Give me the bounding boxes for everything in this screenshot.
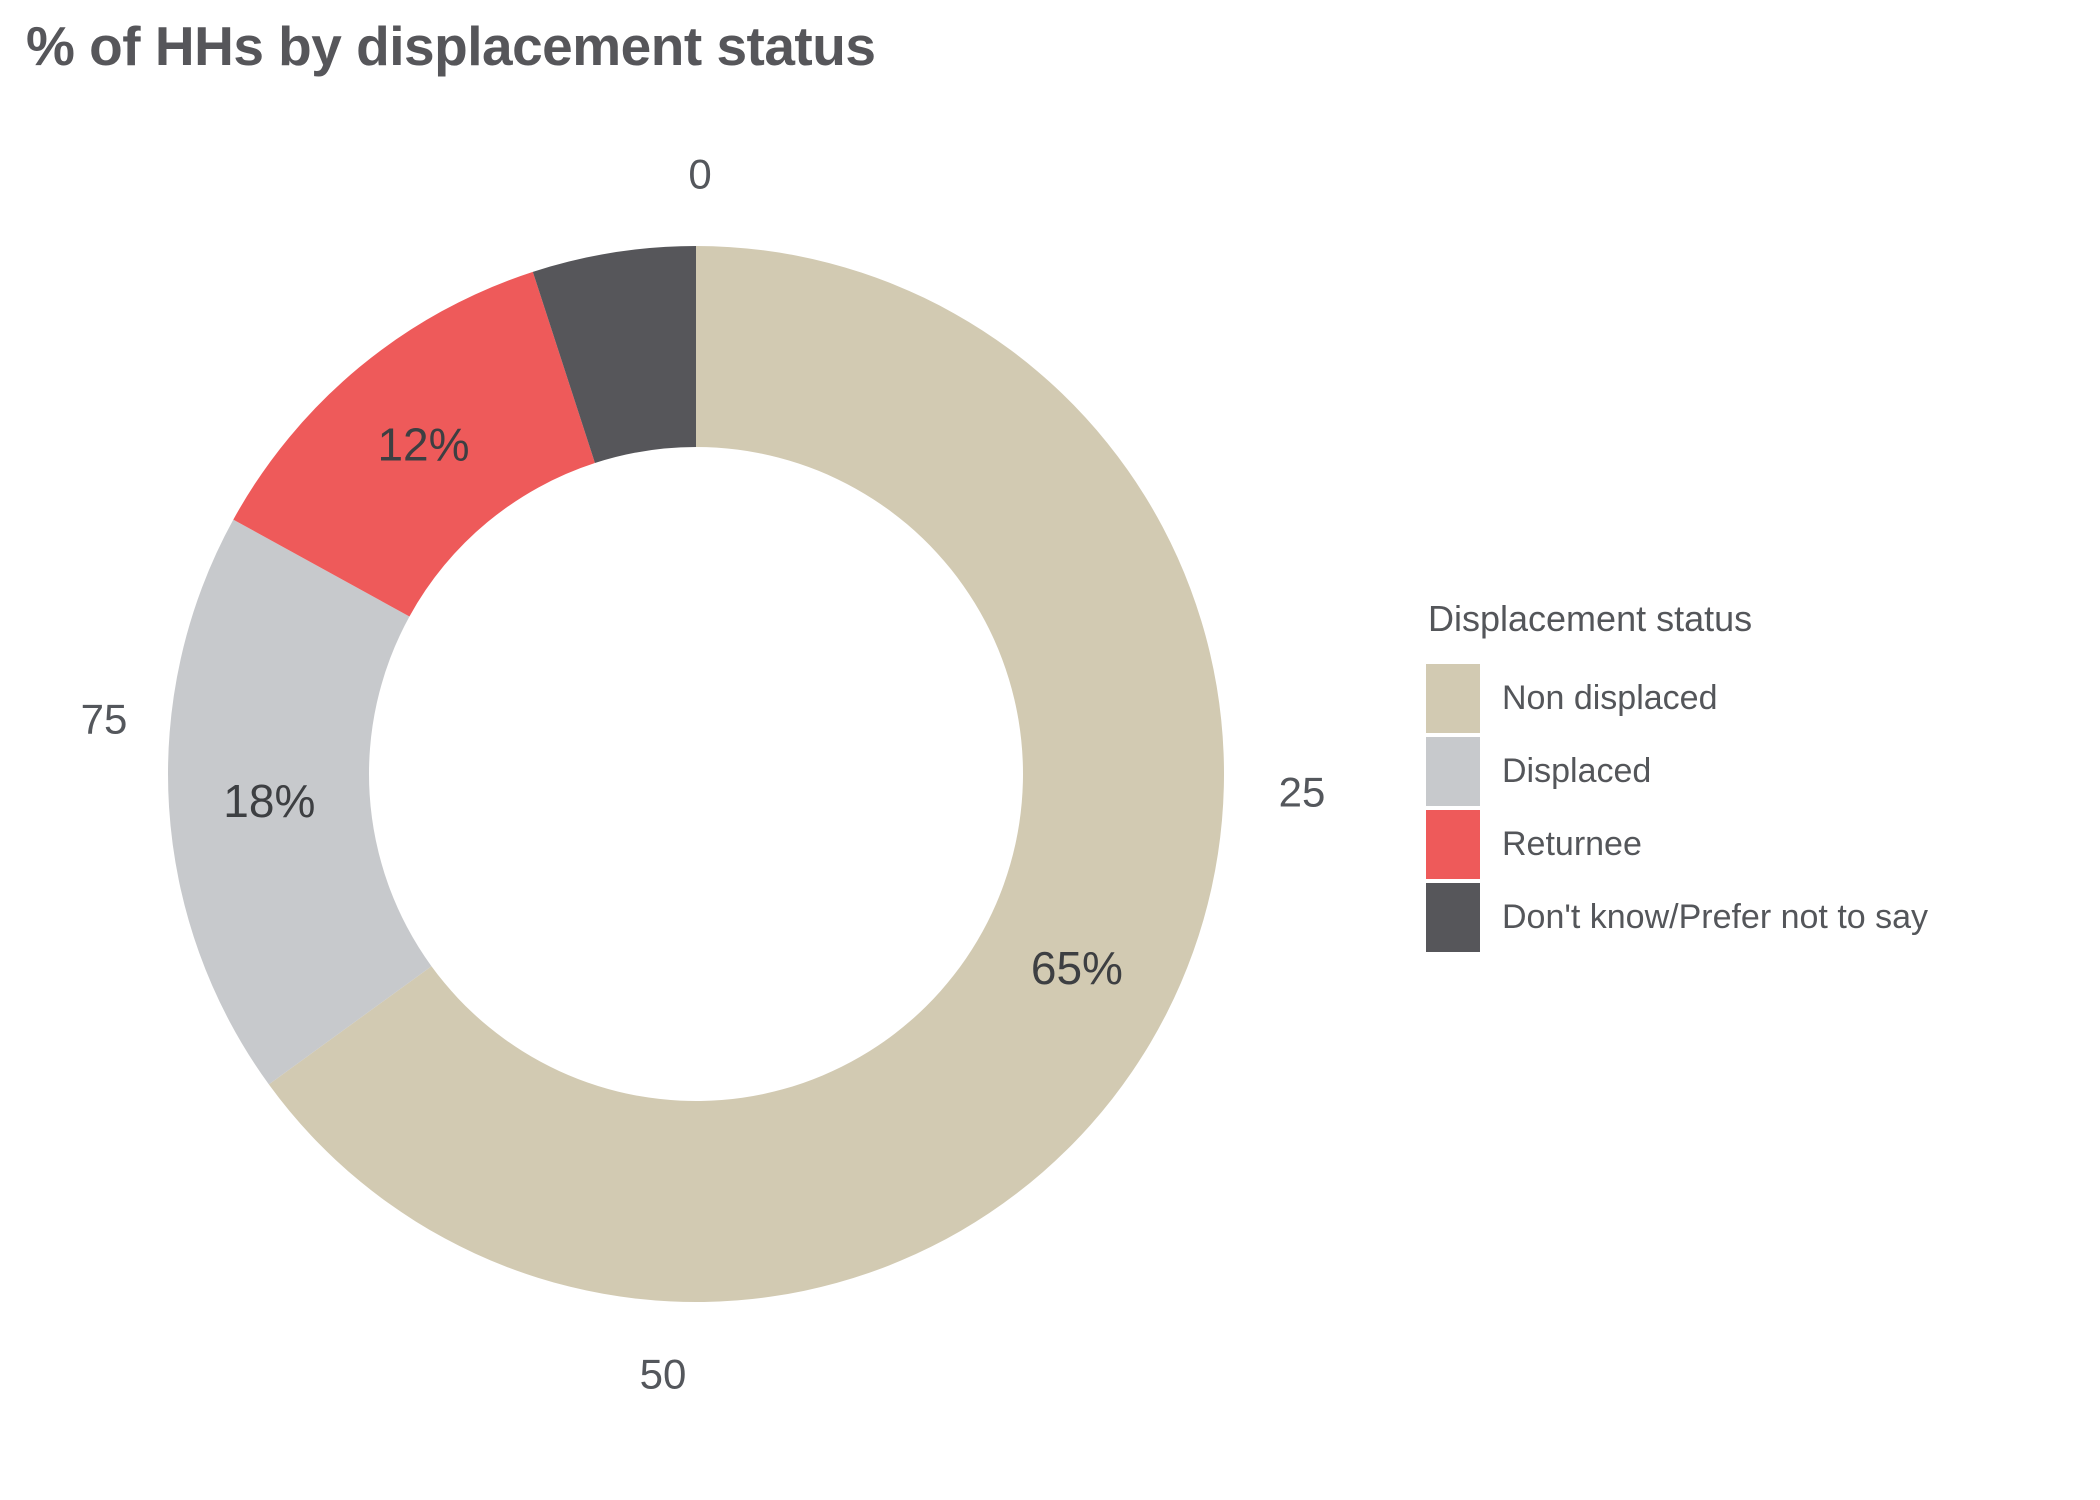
axis-tick-0: 0	[688, 151, 711, 198]
legend: Displacement status Non displaced Displac…	[1426, 598, 1928, 956]
legend-item-displaced: Displaced	[1426, 737, 1928, 806]
legend-label: Displaced	[1502, 752, 1652, 790]
axis-tick-50: 50	[640, 1351, 687, 1398]
data-label-non-displaced: 65%	[1031, 942, 1123, 994]
legend-item-returnee: Returnee	[1426, 810, 1928, 879]
legend-title: Displacement status	[1428, 598, 1753, 639]
data-label-returnee: 12%	[377, 419, 469, 471]
legend-item-don-t-know-prefer-not-to-say: Don't know/Prefer not to say	[1426, 883, 1928, 952]
legend-label: Returnee	[1502, 825, 1642, 863]
legend-item-non-displaced: Non displaced	[1426, 664, 1928, 733]
chart-title: % of HHs by displacement status	[26, 15, 876, 77]
legend-label: Don't know/Prefer not to say	[1502, 898, 1929, 936]
donut-slice-non-displaced	[268, 246, 1225, 1303]
legend-swatch	[1426, 883, 1480, 952]
legend-swatch	[1426, 737, 1480, 806]
legend-swatch	[1426, 810, 1480, 879]
legend-label: Non displaced	[1502, 679, 1718, 717]
data-label-displaced: 18%	[223, 775, 315, 827]
legend-swatch	[1426, 664, 1480, 733]
donut-slice-displaced	[168, 519, 432, 1085]
donut-slice-don-t-know-prefer-not-to-say	[532, 246, 696, 464]
legend-items: Non displaced Displaced Returnee Don't know…	[1426, 664, 1928, 952]
donut-slice-returnee	[233, 271, 595, 617]
axis-tick-25: 25	[1279, 769, 1326, 816]
axis-tick-75: 75	[81, 696, 128, 743]
